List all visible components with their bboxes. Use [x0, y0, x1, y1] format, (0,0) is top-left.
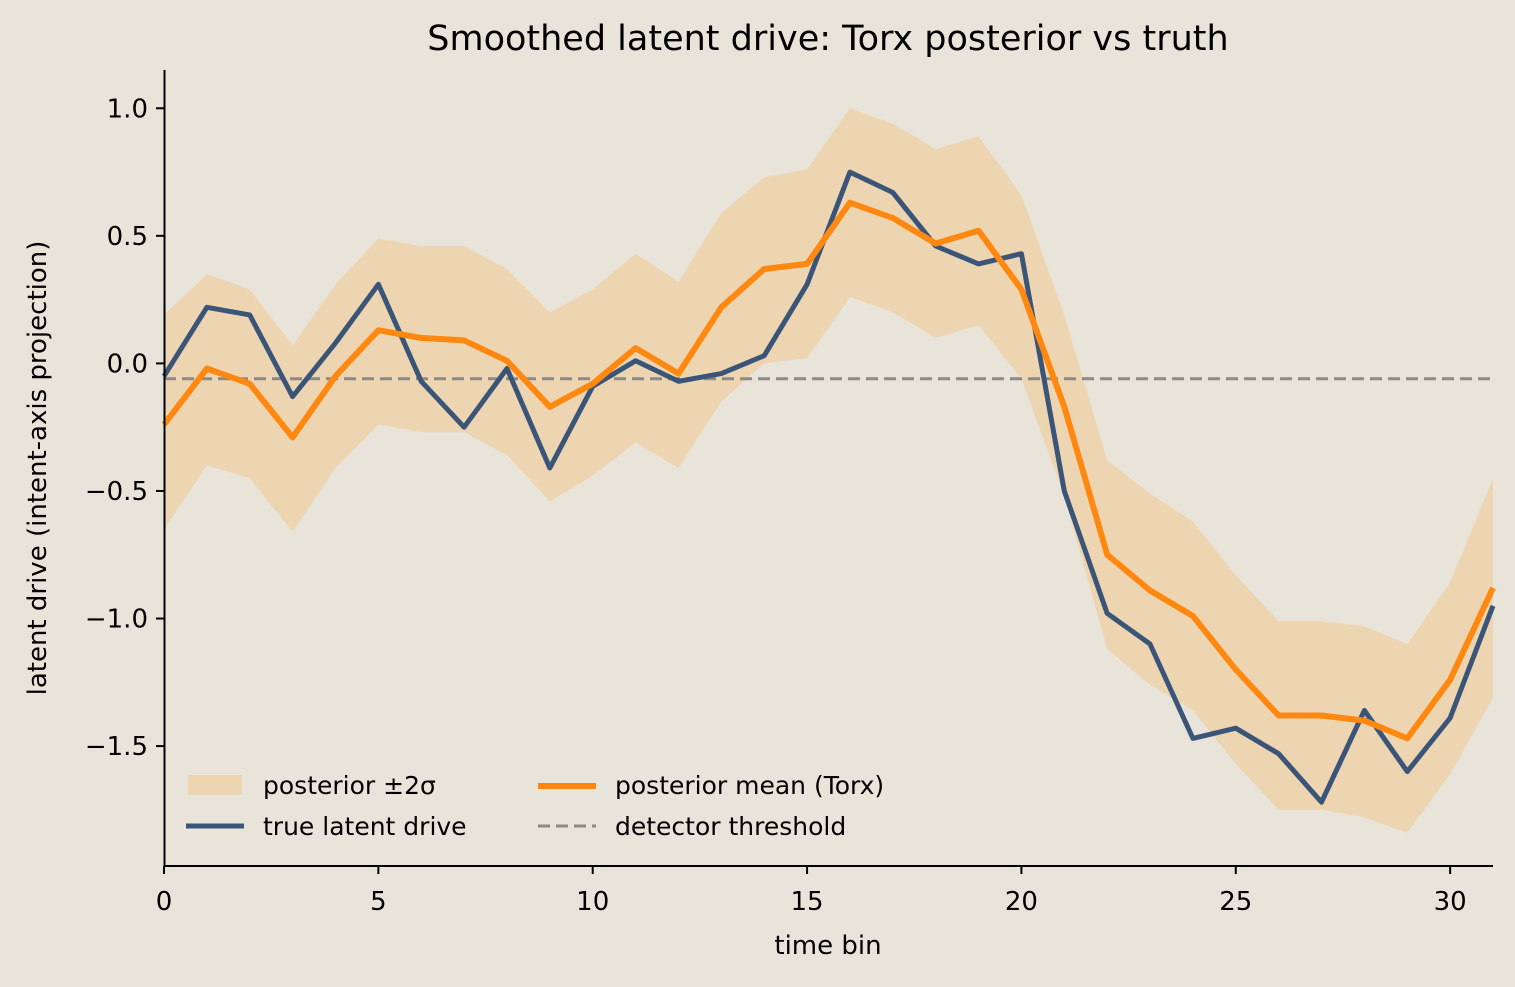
legend-swatch-band: [188, 775, 242, 795]
x-tick-label: 0: [156, 887, 173, 917]
legend: posterior ±2σ true latent drive posterio…: [186, 771, 884, 841]
y-tick-label: 0.0: [107, 349, 148, 379]
x-tick-label: 5: [370, 887, 387, 917]
legend-label-mean: posterior mean (Torx): [615, 771, 884, 800]
y-ticks: 1.0 0.5 0.0 −0.5 −1.0 −1.5: [85, 94, 164, 762]
legend-label-true: true latent drive: [263, 812, 467, 841]
chart-title: Smoothed latent drive: Torx posterior vs…: [427, 19, 1228, 59]
posterior-band: [164, 108, 1493, 833]
legend-label-threshold: detector threshold: [615, 812, 846, 841]
x-axis-label: time bin: [774, 931, 881, 961]
y-tick-label: 0.5: [107, 222, 148, 252]
legend-label-band: posterior ±2σ: [263, 771, 436, 800]
x-tick-label: 10: [576, 887, 609, 917]
y-axis-label: latent drive (intent-axis projection): [23, 241, 53, 696]
y-tick-label: −1.5: [85, 732, 148, 762]
y-tick-label: −1.0: [85, 605, 148, 635]
x-ticks: 0 5 10 15 20 25 30: [156, 866, 1467, 917]
x-tick-label: 20: [1005, 887, 1038, 917]
x-tick-label: 25: [1219, 887, 1252, 917]
x-tick-label: 15: [791, 887, 824, 917]
y-tick-label: −0.5: [85, 477, 148, 507]
x-tick-label: 30: [1434, 887, 1467, 917]
plot-area: [161, 108, 1496, 833]
posterior-mean-line: [161, 199, 1496, 742]
y-tick-label: 1.0: [107, 94, 148, 124]
